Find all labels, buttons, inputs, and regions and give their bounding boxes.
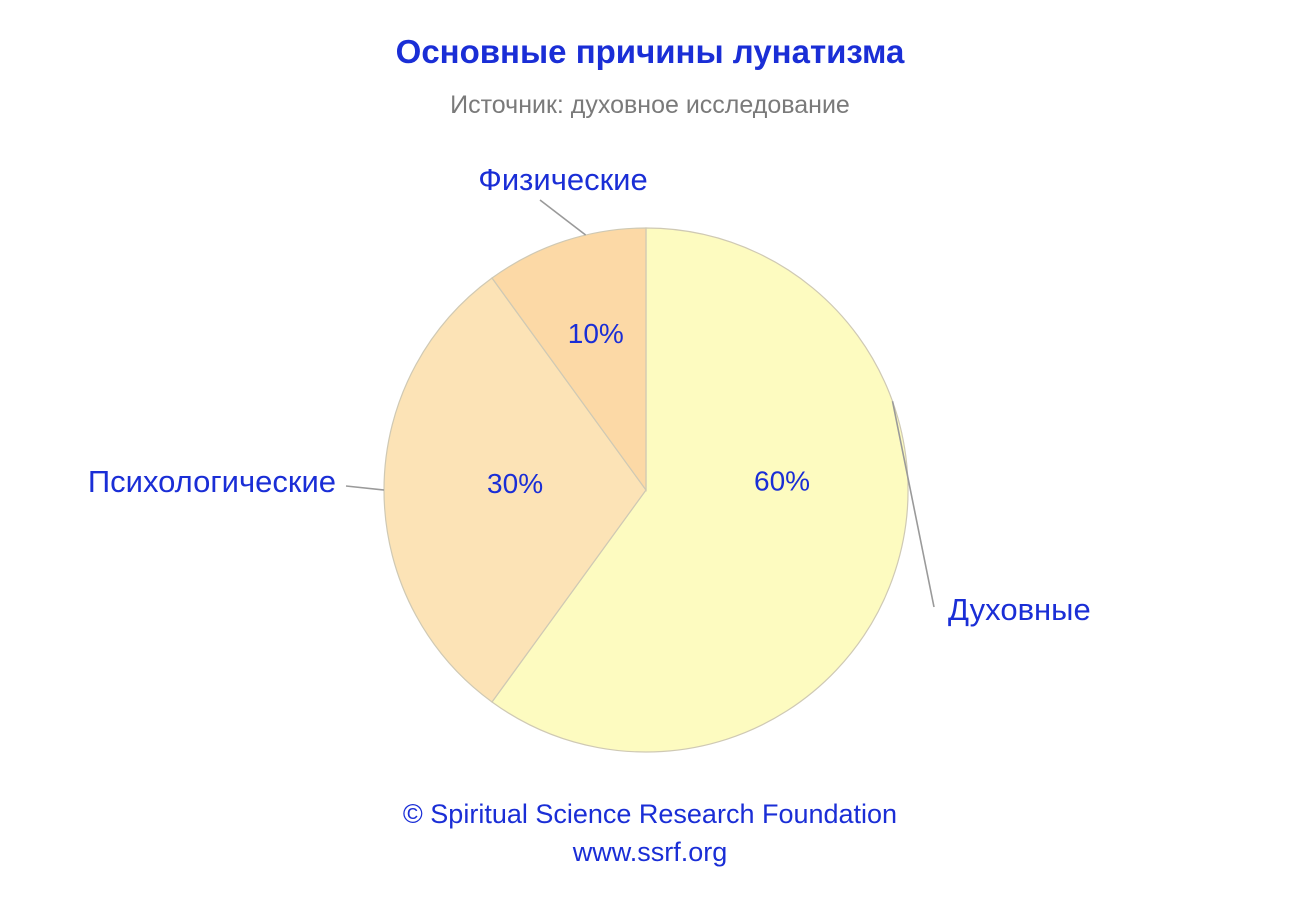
slice-category-label-psychological: Психологические (88, 464, 336, 499)
chart-subtitle: Источник: духовное исследование (450, 91, 850, 119)
chart-title: Основные причины лунатизма (395, 33, 905, 70)
leader-line-spiritual (891, 401, 935, 608)
leader-line-physical (539, 199, 587, 236)
footer-url[interactable]: www.ssrf.org (572, 837, 728, 867)
footer-copyright: © Spiritual Science Research Foundation (402, 799, 898, 829)
slice-value-label-spiritual: 60% (754, 465, 810, 496)
pie-slice-spiritual (491, 227, 909, 753)
slice-value-label-psychological: 30% (487, 468, 543, 499)
slice-category-label-physical: Физические (478, 162, 647, 197)
slice-value-label-physical: 10% (568, 318, 624, 349)
pie-slice-physical (491, 227, 647, 492)
leader-line-psychological (345, 485, 385, 491)
pie-slice-psychological (383, 277, 647, 703)
slice-category-label-spiritual: Духовные (948, 592, 1091, 627)
